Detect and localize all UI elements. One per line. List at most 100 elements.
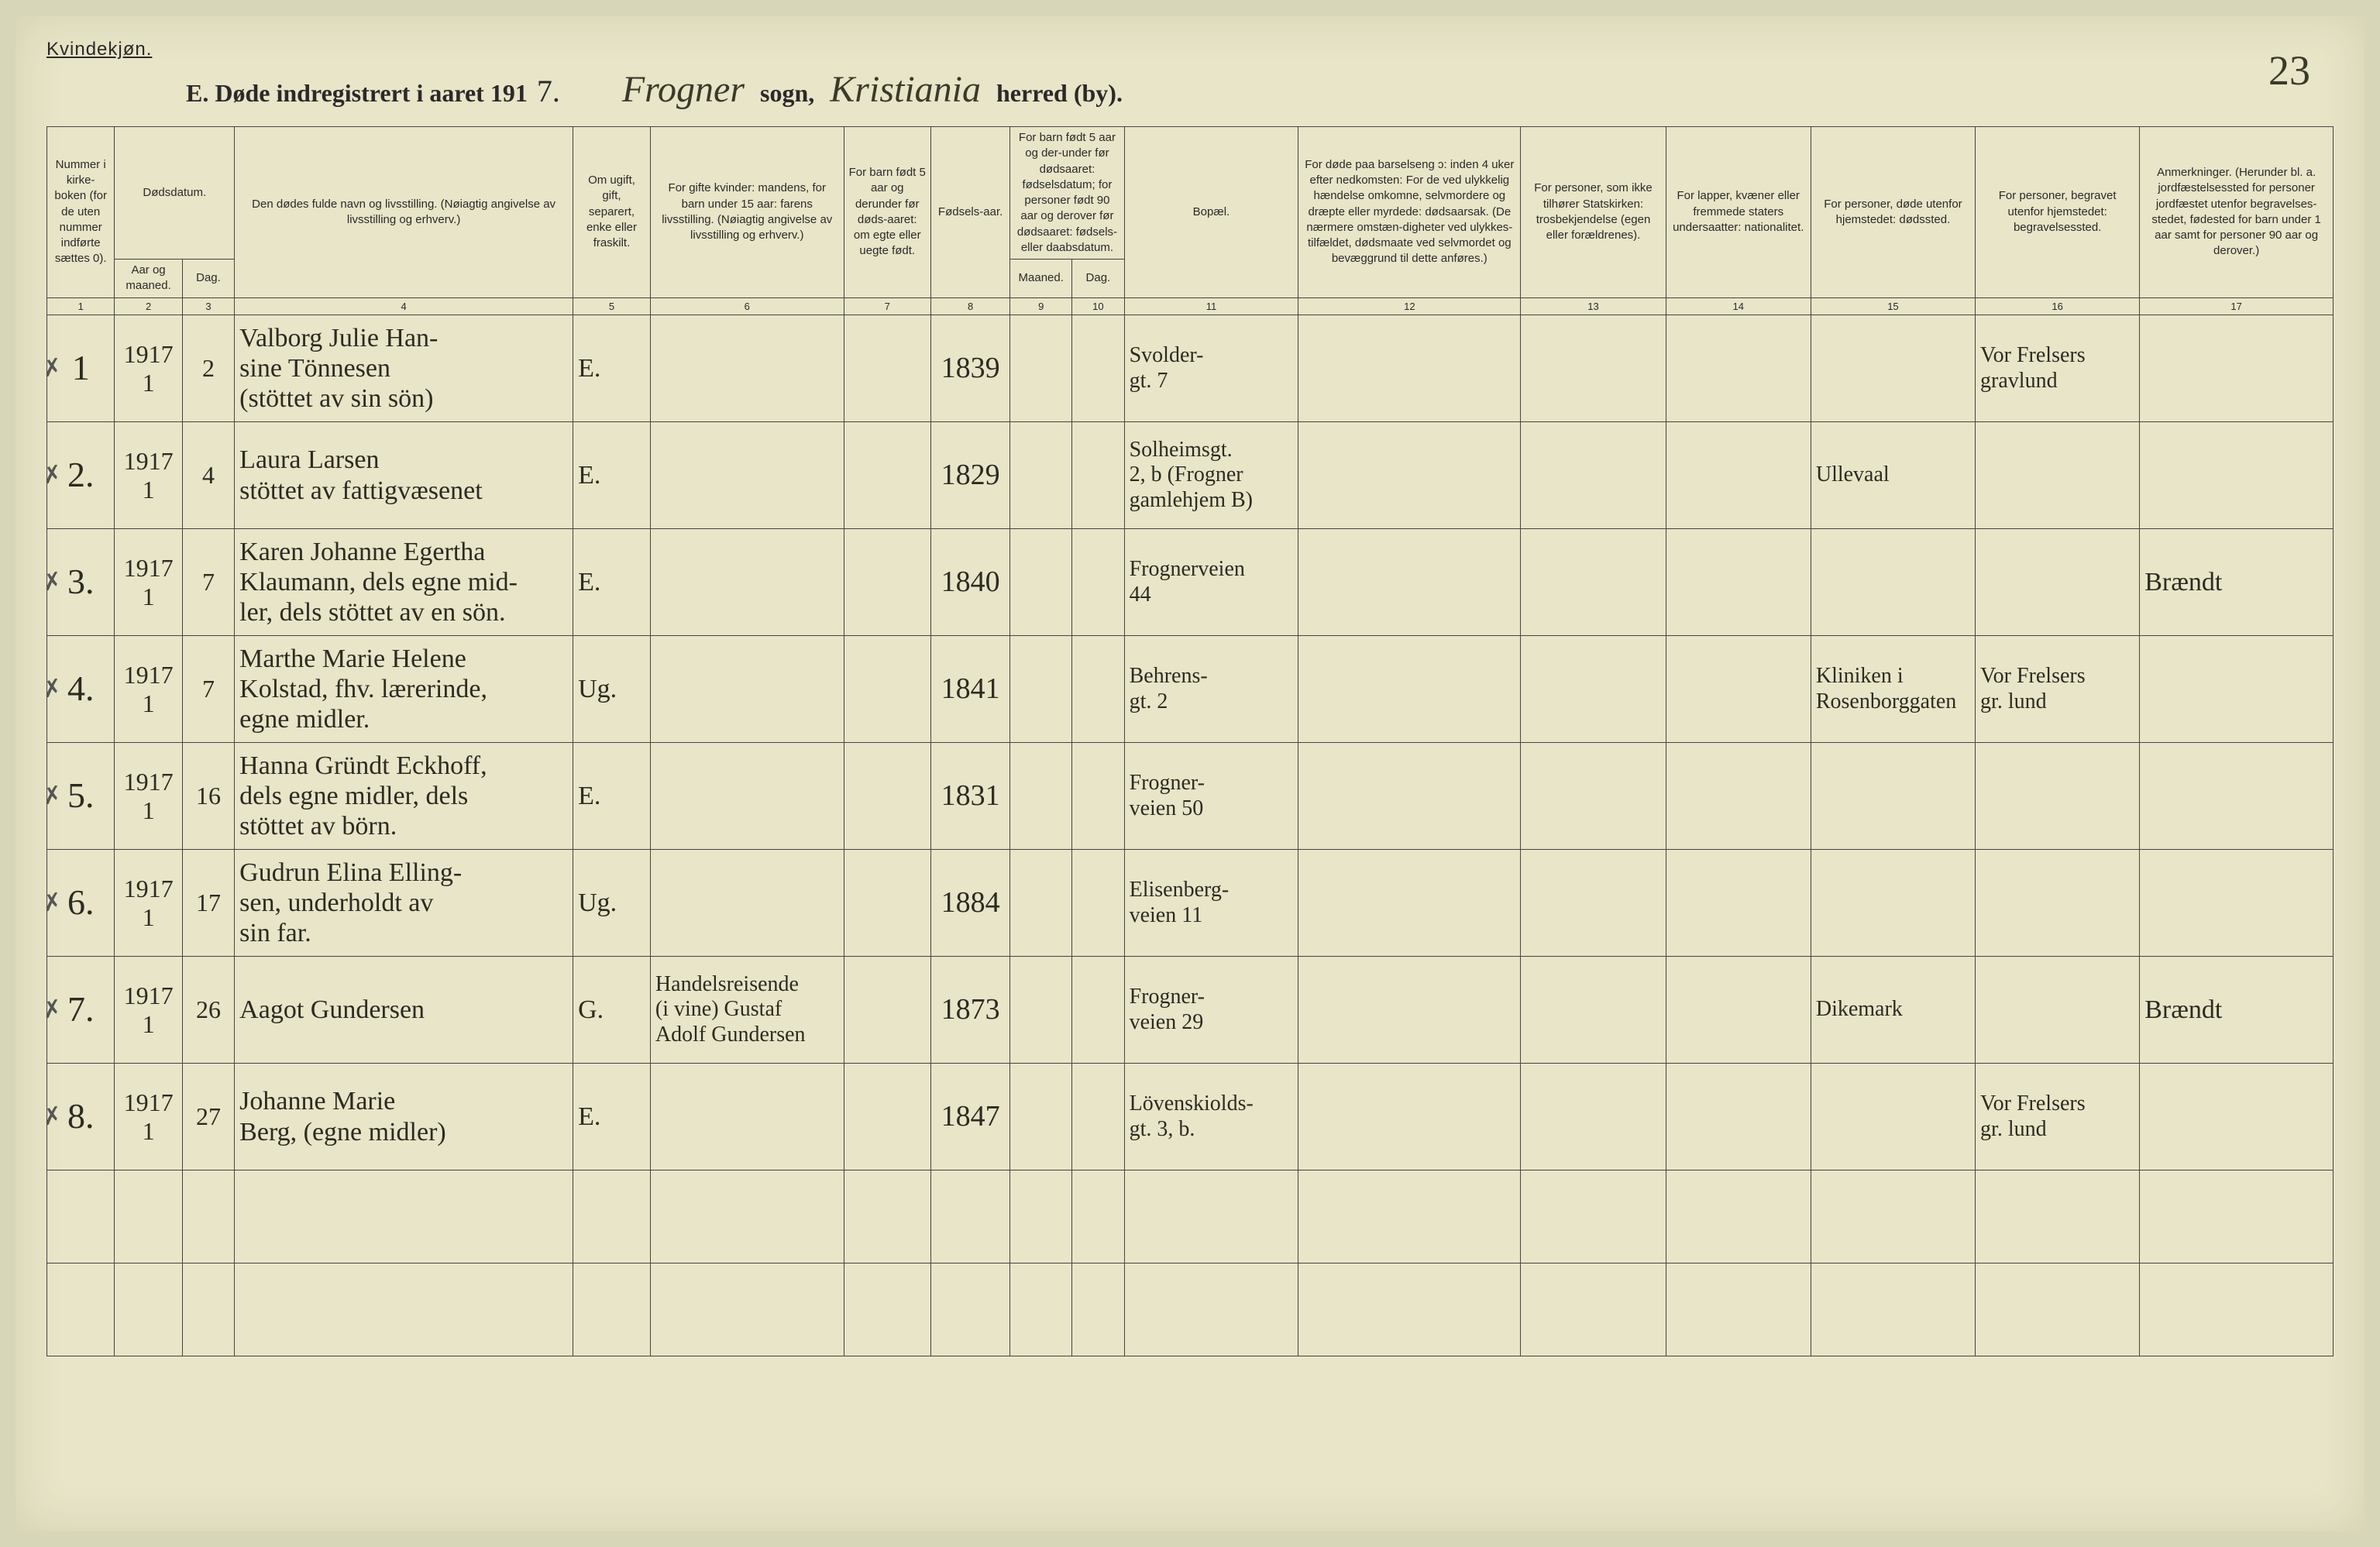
table-header: Nummer i kirke-boken (for de uten nummer…	[47, 127, 2334, 315]
cell-empty	[115, 1171, 182, 1263]
cell-empty	[573, 1263, 651, 1356]
cell-status: Ug.	[573, 850, 651, 957]
cell-religion	[1521, 315, 1666, 422]
title-prefix: E. Døde indregistrert i aaret 191	[186, 79, 528, 108]
cell-status: E.	[573, 743, 651, 850]
cell-birth-day	[1072, 529, 1124, 636]
cell-name: Aagot Gundersen	[235, 957, 573, 1064]
cell-residence: Svolder-gt. 7	[1124, 315, 1298, 422]
cell-residence: Behrens-gt. 2	[1124, 636, 1298, 743]
cell-religion	[1521, 529, 1666, 636]
colnum-cell: 14	[1666, 297, 1811, 315]
cell-under5	[844, 850, 930, 957]
cell-cause	[1298, 636, 1521, 743]
cell-empty	[930, 1171, 1009, 1263]
cell-burialplace	[1976, 743, 2140, 850]
cell-empty	[1976, 1171, 2140, 1263]
colnum-cell: 5	[573, 297, 651, 315]
cell-empty	[1124, 1171, 1298, 1263]
cell-burialplace	[1976, 957, 2140, 1064]
cell-spouse	[650, 850, 844, 957]
cell-cause	[1298, 422, 1521, 529]
col-religion: For personer, som ikke tilhører Statskir…	[1521, 127, 1666, 298]
cell-birth-day	[1072, 636, 1124, 743]
cell-name: Marthe Marie HeleneKolstad, fhv. lærerin…	[235, 636, 573, 743]
colnum-cell: 9	[1010, 297, 1072, 315]
cell-birth-month	[1010, 850, 1072, 957]
cell-cause	[1298, 850, 1521, 957]
cell-empty	[1010, 1171, 1072, 1263]
colnum-cell: 8	[930, 297, 1009, 315]
cell-under5	[844, 422, 930, 529]
cell-burialplace: Vor Frelsersgr. lund	[1976, 1064, 2140, 1171]
cell-nationality	[1666, 743, 1811, 850]
cell-spouse	[650, 315, 844, 422]
cell-birthyear: 1829	[930, 422, 1009, 529]
cell-residence: Elisenberg-veien 11	[1124, 850, 1298, 957]
cell-under5	[844, 529, 930, 636]
cell-religion	[1521, 957, 1666, 1064]
cell-under5	[844, 315, 930, 422]
cell-under5	[844, 636, 930, 743]
cell-number: 2.	[47, 422, 115, 529]
cell-day: 16	[182, 743, 234, 850]
cell-empty	[1521, 1263, 1666, 1356]
table-row-empty	[47, 1263, 2334, 1356]
cell-spouse	[650, 529, 844, 636]
cell-deathplace: Ullevaal	[1811, 422, 1975, 529]
cell-status: E.	[573, 315, 651, 422]
col-birthyear: Fødsels-aar.	[930, 127, 1009, 298]
cell-religion	[1521, 1064, 1666, 1171]
col-spouse: For gifte kvinder: mandens, for barn und…	[650, 127, 844, 298]
cell-number: 8.	[47, 1064, 115, 1171]
col-birth-day: Dag.	[1072, 260, 1124, 298]
cell-empty	[235, 1263, 573, 1356]
colnum-cell: 3	[182, 297, 234, 315]
cell-notes	[2140, 315, 2334, 422]
cell-empty	[1666, 1171, 1811, 1263]
cell-spouse	[650, 422, 844, 529]
cell-birth-month	[1010, 529, 1072, 636]
cell-birth-month	[1010, 957, 1072, 1064]
cell-year: 19171	[115, 743, 182, 850]
cell-cause	[1298, 315, 1521, 422]
col-status: Om ugift, gift, separert, enke eller fra…	[573, 127, 651, 298]
cell-nationality	[1666, 957, 1811, 1064]
cell-day: 2	[182, 315, 234, 422]
cell-nationality	[1666, 315, 1811, 422]
cell-under5	[844, 743, 930, 850]
cell-birth-day	[1072, 315, 1124, 422]
cell-residence: Frognerveien44	[1124, 529, 1298, 636]
cell-number: 6.	[47, 850, 115, 957]
cell-burialplace	[1976, 422, 2140, 529]
cell-day: 17	[182, 850, 234, 957]
cell-empty	[47, 1171, 115, 1263]
cell-nationality	[1666, 1064, 1811, 1171]
col-birth-month: Maaned.	[1010, 260, 1072, 298]
column-number-row: 1 2 3 4 5 6 7 8 9 10 11 12 13 14 15 16 1…	[47, 297, 2334, 315]
table-row: 4.191717Marthe Marie HeleneKolstad, fhv.…	[47, 636, 2334, 743]
table-row: 1191712Valborg Julie Han-sine Tönnesen(s…	[47, 315, 2334, 422]
cell-empty	[235, 1171, 573, 1263]
cell-burialplace	[1976, 529, 2140, 636]
cell-burialplace: Vor Frelsersgravlund	[1976, 315, 2140, 422]
cell-name: Johanne MarieBerg, (egne midler)	[235, 1064, 573, 1171]
cell-empty	[47, 1263, 115, 1356]
cell-empty	[1298, 1263, 1521, 1356]
cell-notes: Brændt	[2140, 957, 2334, 1064]
col-birthdate: For barn født 5 aar og der-under før død…	[1010, 127, 1124, 260]
colnum-cell: 17	[2140, 297, 2334, 315]
cell-status: G.	[573, 957, 651, 1064]
cell-day: 7	[182, 636, 234, 743]
cell-empty	[1521, 1171, 1666, 1263]
ledger-page: Kvindekjøn. E. Døde indregistrert i aare…	[15, 15, 2365, 1532]
cell-status: E.	[573, 529, 651, 636]
col-notes: Anmerkninger. (Herunder bl. a. jordfæste…	[2140, 127, 2334, 298]
cell-name: Gudrun Elina Elling-sen, underholdt avsi…	[235, 850, 573, 957]
cell-empty	[1298, 1171, 1521, 1263]
col-under5: For barn født 5 aar og derunder før døds…	[844, 127, 930, 298]
cell-birth-month	[1010, 315, 1072, 422]
cell-birthyear: 1839	[930, 315, 1009, 422]
colnum-cell: 13	[1521, 297, 1666, 315]
cell-year: 19171	[115, 636, 182, 743]
